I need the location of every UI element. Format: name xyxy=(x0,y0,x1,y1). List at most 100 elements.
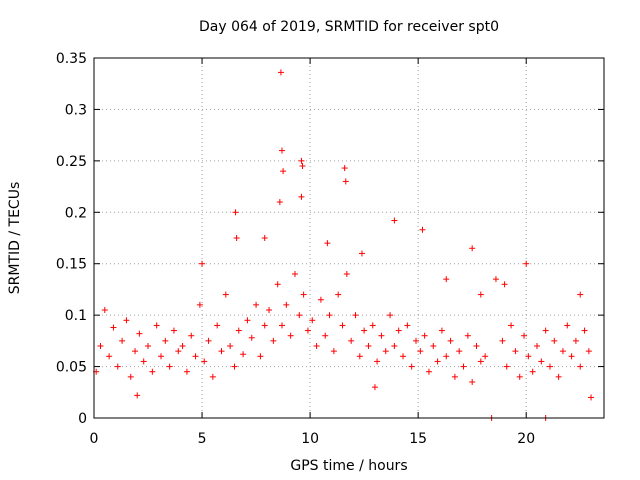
data-point xyxy=(369,322,376,329)
data-point xyxy=(438,327,445,334)
data-point xyxy=(482,353,489,360)
data-point xyxy=(501,281,508,288)
data-point xyxy=(283,301,290,308)
y-tick-label: 0.25 xyxy=(56,154,87,170)
y-tick-label: 0.3 xyxy=(65,102,87,118)
data-point xyxy=(106,353,113,360)
data-point xyxy=(192,353,199,360)
x-tick-label: 15 xyxy=(409,431,427,447)
data-point xyxy=(568,353,575,360)
data-point xyxy=(443,276,450,283)
x-tick-label: 0 xyxy=(90,431,99,447)
data-point xyxy=(464,332,471,339)
data-point xyxy=(123,317,130,324)
data-point xyxy=(499,337,506,344)
data-point xyxy=(456,348,463,355)
data-point xyxy=(235,327,242,334)
y-tick-label: 0.05 xyxy=(56,360,87,376)
data-point xyxy=(136,330,143,337)
grid xyxy=(94,58,604,418)
data-point xyxy=(443,353,450,360)
data-point xyxy=(317,296,324,303)
data-point xyxy=(222,291,229,298)
data-point xyxy=(309,317,316,324)
data-point xyxy=(492,276,499,283)
data-point xyxy=(179,343,186,349)
data-point xyxy=(469,245,476,252)
data-point xyxy=(240,351,247,358)
data-point xyxy=(140,358,147,365)
data-point xyxy=(577,363,584,370)
data-point xyxy=(201,358,208,365)
data-point xyxy=(257,353,264,360)
data-point xyxy=(400,353,407,360)
data-point xyxy=(335,291,342,298)
x-tick-label: 5 xyxy=(198,431,207,447)
data-point xyxy=(324,240,331,247)
data-point xyxy=(114,363,121,370)
data-point xyxy=(188,332,195,339)
data-point xyxy=(296,312,303,319)
data-point xyxy=(279,322,286,329)
data-point xyxy=(523,260,530,267)
data-point xyxy=(279,147,286,154)
data-point xyxy=(451,373,458,380)
data-point xyxy=(266,307,273,313)
x-axis-label: GPS time / hours xyxy=(290,458,407,474)
data-point xyxy=(460,363,467,370)
data-point xyxy=(477,291,484,298)
data-point xyxy=(529,368,536,375)
data-point xyxy=(304,327,311,334)
data-point xyxy=(313,343,320,349)
y-tick-label: 0.1 xyxy=(65,308,87,324)
data-point xyxy=(412,337,419,344)
data-point xyxy=(298,157,305,164)
data-point xyxy=(387,312,394,319)
y-axis-label: SRMTID / TECUs xyxy=(7,182,23,295)
data-point xyxy=(361,327,368,334)
data-point xyxy=(248,334,255,341)
data-point xyxy=(430,343,437,349)
data-point xyxy=(233,235,240,241)
data-point xyxy=(581,327,588,334)
data-point xyxy=(447,337,454,344)
x-tick-label: 10 xyxy=(301,431,319,447)
data-point xyxy=(339,322,346,329)
data-point xyxy=(577,291,584,298)
y-tick-label: 0.2 xyxy=(65,205,87,221)
data-point xyxy=(170,327,177,334)
data-point xyxy=(145,343,152,349)
data-point xyxy=(477,358,484,365)
data-point xyxy=(404,322,411,329)
data-point xyxy=(157,353,164,360)
data-point xyxy=(214,322,221,329)
data-point xyxy=(287,332,294,339)
chart-title: Day 064 of 2019, SRMTID for receiver spt… xyxy=(199,19,499,35)
data-point xyxy=(132,348,139,355)
data-point xyxy=(352,312,359,319)
data-point xyxy=(244,317,251,324)
data-point xyxy=(299,163,306,169)
data-point xyxy=(434,358,441,365)
data-point xyxy=(572,337,579,344)
data-point xyxy=(134,392,141,399)
data-point xyxy=(348,337,355,344)
data-point xyxy=(525,353,532,360)
y-tick-label: 0.15 xyxy=(56,257,87,273)
data-point xyxy=(127,373,134,380)
data-point xyxy=(564,322,571,329)
data-point xyxy=(559,348,566,355)
data-point xyxy=(110,324,117,331)
data-point xyxy=(408,363,415,370)
data-point xyxy=(512,348,519,355)
data-point xyxy=(227,343,234,349)
data-point xyxy=(326,312,333,319)
data-point xyxy=(149,368,156,375)
data-point xyxy=(585,348,592,355)
data-point xyxy=(322,332,329,339)
data-point xyxy=(469,379,476,385)
data-point xyxy=(209,373,216,380)
data-point xyxy=(542,327,549,334)
data-point xyxy=(588,394,595,401)
